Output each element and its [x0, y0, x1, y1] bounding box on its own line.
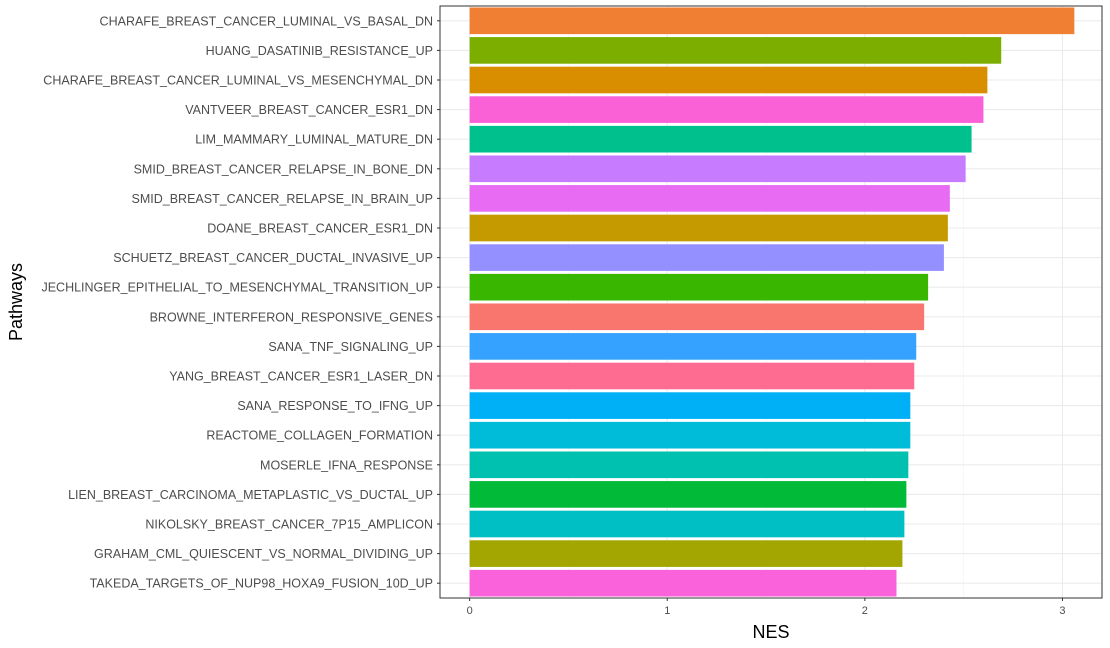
y-tick-label: SCHUETZ_BREAST_CANCER_DUCTAL_INVASIVE_UP [113, 251, 433, 265]
x-axis-title: NES [752, 622, 789, 642]
bar [469, 96, 984, 123]
y-tick-label: TAKEDA_TARGETS_OF_NUP98_HOXA9_FUSION_10D… [90, 577, 433, 591]
bar [469, 155, 966, 183]
y-tick-label: VANTVEER_BREAST_CANCER_ESR1_DN [185, 103, 433, 117]
x-axis-ticks: 0 1 2 3 [467, 598, 1066, 617]
bar [469, 481, 907, 508]
y-tick-label: SMID_BREAST_CANCER_RELAPSE_IN_BONE_DN [134, 162, 433, 176]
bar [469, 569, 897, 597]
y-tick-label: DOANE_BREAST_CANCER_ESR1_DN [207, 222, 433, 236]
bar [469, 333, 917, 360]
y-tick-label: JECHLINGER_EPITHELIAL_TO_MESENCHYMAL_TRA… [41, 281, 433, 295]
bar [469, 510, 905, 538]
bar [469, 540, 903, 567]
grid [440, 6, 1102, 598]
y-tick-label: LIM_MAMMARY_LUMINAL_MATURE_DN [195, 133, 433, 147]
bar [469, 37, 1002, 64]
y-tick-label: BROWNE_INTERFERON_RESPONSIVE_GENES [150, 310, 433, 324]
y-tick-label: SMID_BREAST_CANCER_RELAPSE_IN_BRAIN_UP [132, 192, 434, 206]
y-tick-label: LIEN_BREAST_CARCINOMA_METAPLASTIC_VS_DUC… [68, 488, 433, 502]
y-tick-label: SANA_TNF_SIGNALING_UP [268, 340, 433, 354]
bar [469, 362, 915, 390]
x-tick-label: 0 [467, 605, 473, 617]
x-tick-label: 3 [1059, 605, 1065, 617]
bar [469, 7, 1075, 35]
bar [469, 421, 911, 449]
y-tick-label: HUANG_DASATINIB_RESISTANCE_UP [206, 44, 433, 58]
x-tick-label: 1 [664, 605, 670, 617]
bar [469, 392, 911, 419]
y-tick-label: CHARAFE_BREAST_CANCER_LUMINAL_VS_MESENCH… [43, 74, 433, 88]
y-tick-label: GRAHAM_CML_QUIESCENT_VS_NORMAL_DIVIDING_… [94, 547, 433, 561]
y-tick-label: YANG_BREAST_CANCER_ESR1_LASER_DN [169, 370, 433, 384]
y-axis-ticks: CHARAFE_BREAST_CANCER_LUMINAL_VS_BASAL_D… [41, 14, 440, 591]
bar [469, 303, 925, 331]
y-tick-label: NIKOLSKY_BREAST_CANCER_7P15_AMPLICON [145, 518, 433, 532]
panel-border [439, 5, 1103, 599]
bar [469, 214, 948, 242]
bar [469, 66, 988, 94]
bar [469, 273, 929, 301]
y-axis-title: Pathways [6, 263, 26, 341]
y-tick-label: SANA_RESPONSE_TO_IFNG_UP [237, 399, 433, 413]
bar [469, 451, 909, 479]
bars [469, 7, 1075, 597]
y-tick-label: CHARAFE_BREAST_CANCER_LUMINAL_VS_BASAL_D… [100, 14, 433, 28]
bar [469, 185, 950, 212]
bar [469, 244, 944, 271]
x-tick-label: 2 [862, 605, 868, 617]
bar [469, 125, 972, 153]
y-tick-label: REACTOME_COLLAGEN_FORMATION [206, 429, 433, 443]
y-tick-label: MOSERLE_IFNA_RESPONSE [260, 458, 433, 472]
